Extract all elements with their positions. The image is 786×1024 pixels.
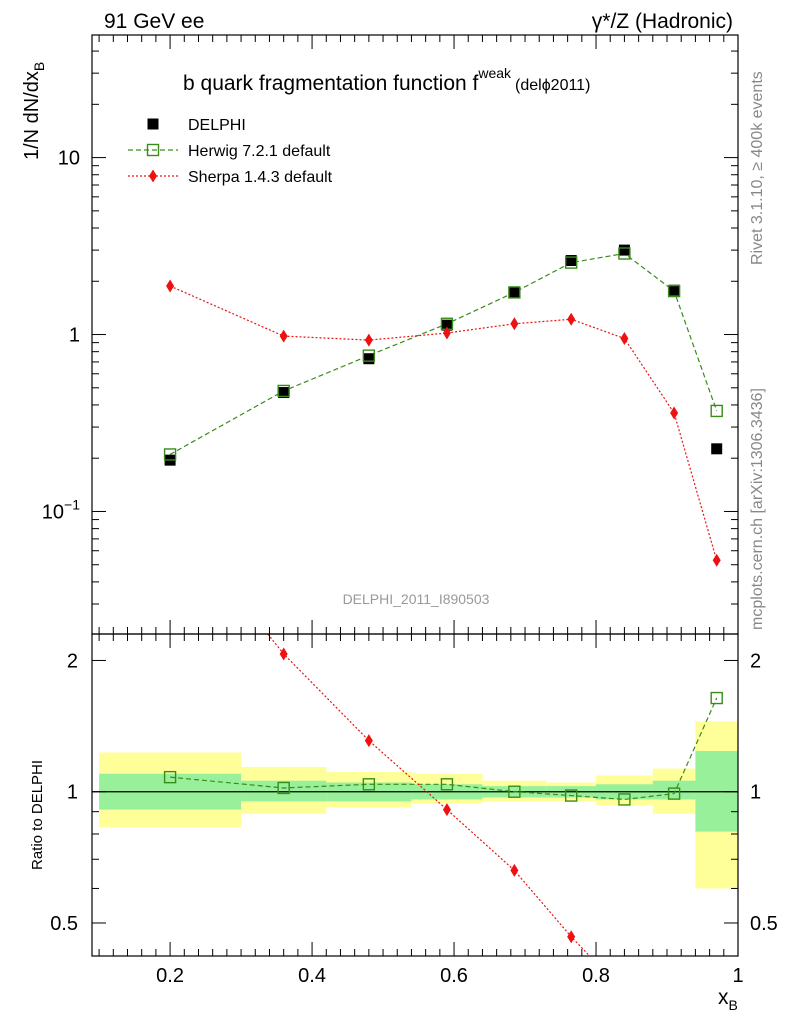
ratio-y-tick-label-left: 0.5: [50, 913, 78, 935]
main-y-ticks: 10−1 1 10: [42, 50, 738, 605]
chart-title-sup: weak: [477, 65, 512, 81]
ratio-herwig-point: [508, 785, 521, 798]
ratio-herwig-line: [170, 697, 718, 801]
main-y-tick-label: 10−1: [42, 496, 80, 523]
delphi-point: [441, 319, 453, 331]
sherpa-point: [712, 553, 721, 567]
chart-title: b quark fragmentation function fweak(del…: [183, 65, 590, 95]
ratio-y-axis-label: Ratio to DELPHI: [29, 760, 46, 870]
ratio-herwig-point: [362, 778, 376, 791]
ratio-sherpa-point: [364, 734, 373, 748]
herwig-point: [710, 404, 723, 418]
sherpa-point: [442, 326, 451, 340]
sherpa-point: [364, 333, 373, 347]
header-left-label: 91 GeV ee: [104, 10, 204, 33]
ratio-plot-panel: Ratio to DELPHI 0.5 0.5 1 1 2 2 0.2 0.4 0.6 0.8 1…: [29, 35, 778, 1013]
main-plot-marks: [163, 244, 723, 567]
x-axis-label: xB: [718, 986, 738, 1013]
chart-title-sub: (delϕ2011): [515, 77, 590, 94]
sherpa-point: [620, 331, 629, 345]
x-tick-label: 0.2: [156, 965, 184, 987]
ratio-y-tick-label-right: 0.5: [750, 913, 778, 935]
x-tick-label: 1: [732, 965, 743, 987]
watermark-label: DELPHI_2011_I890503: [343, 591, 490, 607]
legend-label-sherpa: Sherpa 1.4.3 default: [188, 169, 333, 186]
ratio-sherpa-point: [279, 647, 288, 661]
sherpa-point: [567, 312, 576, 326]
sherpa-point: [279, 329, 288, 343]
herwig-point: [667, 284, 681, 298]
ratio-uncertainty-bands: [99, 721, 738, 889]
main-y-axis-label: 1/N dN/dxB: [21, 62, 47, 160]
chart-title-main: b quark fragmentation function f: [183, 72, 479, 95]
x-tick-label: 0.4: [298, 965, 326, 987]
sherpa-line: [169, 285, 718, 561]
ratio-sherpa-point: [567, 930, 576, 944]
ratio-y-tick-label-right: 1: [750, 782, 761, 804]
ratio-herwig-point: [163, 770, 177, 784]
x-axis-label-sub: B: [729, 997, 738, 1013]
ratio-y-tick-label-right: 2: [750, 650, 761, 672]
ratio-herwig-point: [440, 778, 454, 791]
ratio-band-inner: [241, 780, 327, 802]
ratio-plot-frame: [91, 633, 739, 957]
delphi-point: [363, 353, 375, 365]
x-tick-label: 0.6: [440, 965, 468, 987]
sherpa-point: [670, 406, 679, 420]
rivet-version-label: Rivet 3.1.10, ≥ 400k events: [749, 71, 766, 265]
ratio-y-ticks: 0.5 0.5 1 1 2 2: [50, 650, 778, 935]
ratio-y-tick-label-left: 1: [67, 782, 78, 804]
sherpa-point: [166, 279, 175, 293]
herwig-point: [564, 256, 578, 269]
header-right-label: γ*/Z (Hadronic): [592, 10, 733, 33]
legend-label-herwig: Herwig 7.2.1 default: [188, 143, 331, 160]
herwig-point: [362, 349, 376, 362]
main-plot-panel: DELPHI_2011_I890503 b quark fragmentatio…: [21, 34, 739, 635]
ratio-band-inner: [652, 780, 696, 800]
delphi-point: [565, 255, 577, 267]
ratio-herwig-point: [710, 691, 723, 705]
legend: DELPHI Herwig 7.2.1 default Sherpa 1.4.3 d…: [128, 117, 333, 186]
herwig-point: [277, 384, 290, 398]
ratio-plot-marks: [163, 633, 723, 957]
herwig-point: [618, 247, 631, 260]
legend-marker-delphi: [147, 118, 159, 130]
main-y-axis-label-text: 1/N dN/dx: [21, 71, 43, 160]
legend-label-delphi: DELPHI: [188, 117, 246, 134]
herwig-line: [169, 252, 718, 455]
delphi-point: [711, 443, 723, 455]
legend-marker-herwig: [146, 143, 160, 157]
ratio-herwig-point: [618, 793, 631, 806]
herwig-point: [508, 286, 521, 299]
delphi-point: [278, 387, 290, 399]
main-y-axis-label-sub: B: [31, 62, 47, 71]
main-y-tick-label: 10: [58, 148, 80, 170]
ratio-sherpa-point: [442, 803, 451, 817]
legend-marker-sherpa: [149, 169, 157, 183]
main-y-tick-label: 1: [69, 325, 80, 347]
delphi-point: [618, 244, 630, 256]
ratio-sherpa-point: [510, 863, 519, 877]
ratio-herwig-point: [667, 787, 681, 800]
delphi-point: [508, 286, 520, 298]
x-ticks: 0.2 0.4 0.6 0.8 1: [98, 35, 744, 987]
delphi-point: [668, 284, 680, 296]
ratio-y-tick-label-left: 2: [67, 650, 78, 672]
mcplots-label: mcplots.cern.ch [arXiv:1306.3436]: [749, 388, 766, 630]
x-tick-label: 0.8: [582, 965, 610, 987]
ratio-herwig-point: [564, 789, 578, 802]
ratio-herwig-point: [277, 781, 290, 795]
herwig-point: [163, 448, 177, 461]
x-axis-label-text: x: [718, 986, 729, 1009]
sherpa-point: [510, 317, 519, 331]
